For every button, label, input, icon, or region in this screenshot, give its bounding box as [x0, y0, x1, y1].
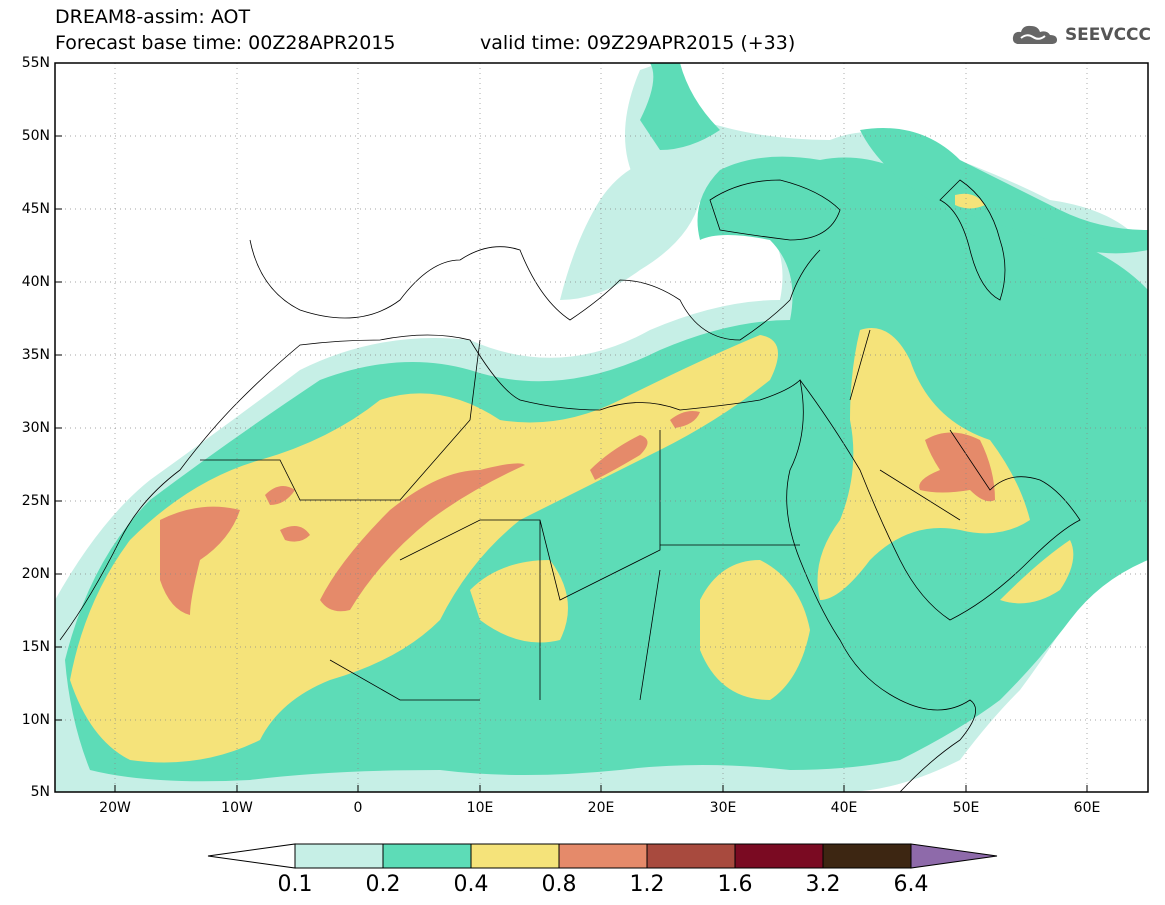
- colorbar-bin-0.4: [470, 843, 560, 869]
- aot-band-0.4-arabia: [817, 328, 1030, 600]
- lon-label: 20E: [587, 800, 615, 816]
- lat-label: 10N: [21, 712, 50, 728]
- colorbar-bin-0.8: [558, 843, 648, 869]
- aot-band-0.8-algeria2: [280, 526, 310, 542]
- aot-band-0.8-mauritania: [160, 506, 240, 615]
- colorbar-label: 0.2: [365, 872, 401, 897]
- lat-label: 45N: [21, 201, 50, 217]
- lon-label: 50E: [952, 800, 980, 816]
- seevccc-logo: SEEVCCC: [1011, 22, 1151, 48]
- aot-band-0.4-oman: [1000, 540, 1074, 604]
- lat-label: 30N: [21, 420, 50, 436]
- aot-band-0.8-west: [960, 460, 973, 485]
- colorbar-bin-1.2: [646, 843, 736, 869]
- lon-label: 0: [353, 800, 363, 816]
- aot-band-0.8-libya: [590, 435, 648, 480]
- lon-label: 40E: [830, 800, 858, 816]
- coast-europe: [249, 239, 821, 341]
- aot-band-0.1-europe: [560, 160, 700, 300]
- aot-field: [55, 63, 1148, 792]
- colorbar-bin-0.1: [294, 843, 384, 869]
- aot-band-0.2-caspian: [860, 128, 1148, 254]
- lat-label: 15N: [21, 639, 50, 655]
- coast-arabia: [799, 379, 1081, 621]
- colorbar-label: 0.4: [453, 872, 489, 897]
- coast-black-sea: [709, 179, 841, 241]
- aot-band-0.8-algeria: [265, 486, 295, 505]
- lat-label: 20N: [21, 566, 50, 582]
- lon-label: 10W: [221, 800, 253, 816]
- colorbar: [207, 843, 998, 869]
- aot-band-0.4-kazakh: [955, 193, 985, 209]
- logo-text: SEEVCCC: [1064, 25, 1151, 45]
- coast-caspian: [939, 179, 1006, 301]
- lat-label: 35N: [21, 347, 50, 363]
- colorbar-bin-1.6: [734, 843, 824, 869]
- ticks: [55, 135, 1088, 792]
- title-line-1: DREAM8-assim: AOT: [55, 6, 251, 28]
- colorbar-label: 6.4: [893, 872, 929, 897]
- lon-label: 60E: [1073, 800, 1101, 816]
- lat-label: 40N: [21, 274, 50, 290]
- border-lines: [200, 329, 961, 701]
- lat-label: 5N: [30, 784, 50, 800]
- lon-label: 10E: [466, 800, 494, 816]
- title-line-2: Forecast base time: 00Z28APR2015: [55, 32, 396, 54]
- colorbar-bin-0.2: [382, 843, 472, 869]
- lat-label: 25N: [21, 493, 50, 509]
- aot-band-0.4-chad: [470, 560, 568, 643]
- aot-band-0.4-sahara: [70, 335, 778, 763]
- lon-label: 20W: [99, 800, 131, 816]
- aot-band-0.4-egypt: [700, 560, 810, 700]
- lat-label: 50N: [21, 128, 50, 144]
- aot-band-0.2-north: [640, 63, 720, 150]
- colorbar-label: 1.6: [717, 872, 753, 897]
- valid-time: valid time: 09Z29APR2015 (+33): [480, 32, 796, 54]
- colorbar-bin-3.2: [822, 843, 912, 869]
- grid: [55, 63, 1148, 792]
- cloud-logo-icon: [1012, 25, 1057, 44]
- aot-band-0.8-iraq: [919, 432, 995, 502]
- aot-band-0.8-egypt: [670, 411, 700, 428]
- lat-label: 55N: [21, 55, 50, 71]
- coastlines: [59, 179, 1081, 792]
- colorbar-label: 0.1: [277, 872, 313, 897]
- colorbar-label: 0.8: [541, 872, 577, 897]
- colorbar-label: 3.2: [805, 872, 841, 897]
- colorbar-low-arrow: [207, 843, 296, 869]
- coast-africa: [59, 334, 977, 792]
- colorbar-high-arrow: [910, 843, 998, 869]
- aot-band-0.8-mali: [320, 463, 525, 612]
- lon-label: 30E: [709, 800, 737, 816]
- colorbar-label: 1.2: [629, 872, 665, 897]
